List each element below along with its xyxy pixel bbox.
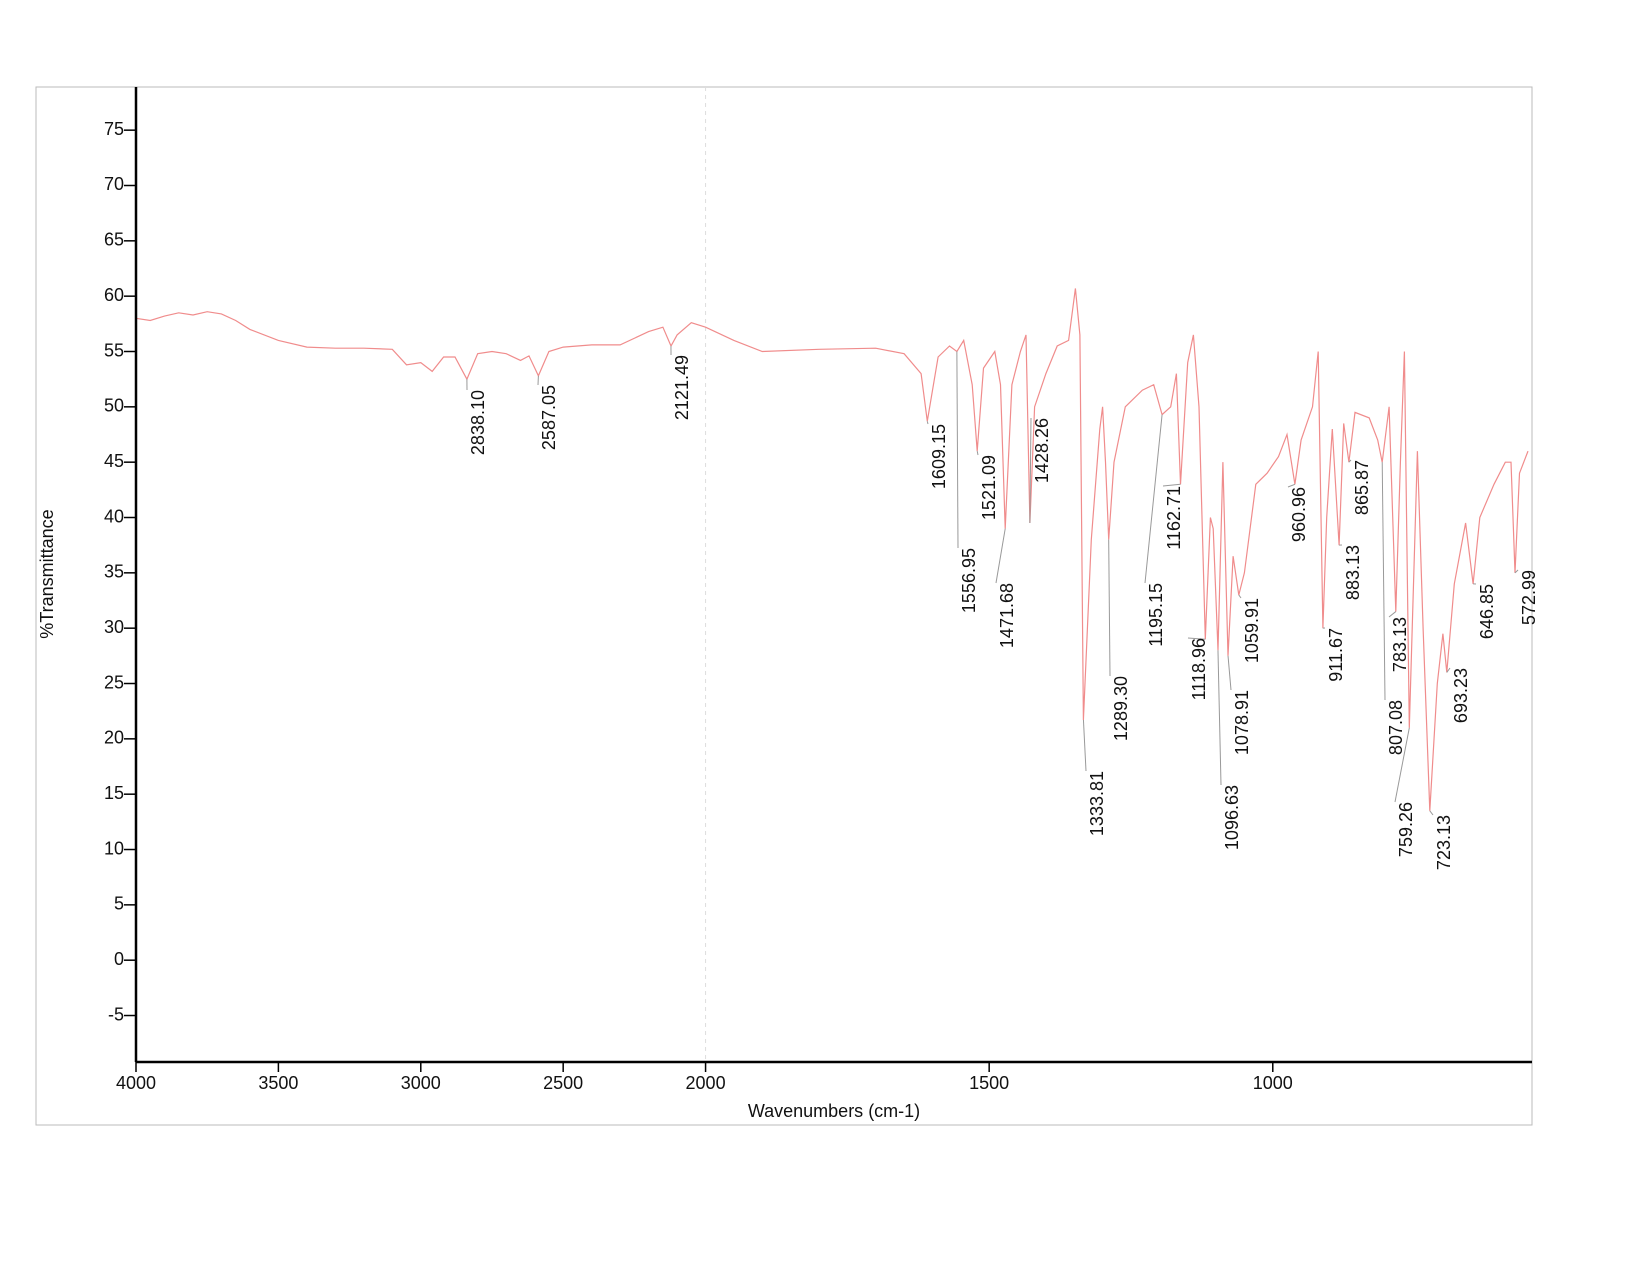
peak-label: 1556.95 xyxy=(959,548,979,613)
y-tick-label: 70 xyxy=(104,174,124,194)
peak-label: 723.13 xyxy=(1434,815,1454,870)
peak-leader xyxy=(1029,417,1032,524)
peak-label: 865.87 xyxy=(1352,460,1372,515)
peak-label: 1289.30 xyxy=(1111,676,1131,741)
peak-leader xyxy=(1394,727,1410,803)
peak-label: 1521.09 xyxy=(979,455,999,520)
x-tick-label: 3500 xyxy=(258,1073,298,1093)
y-tick-label: 40 xyxy=(104,506,124,526)
y-tick-label: 50 xyxy=(104,396,124,416)
y-tick-label: 5 xyxy=(114,894,124,914)
peak-label: 759.26 xyxy=(1396,802,1416,857)
x-tick-label: 3000 xyxy=(401,1073,441,1093)
x-tick-label: 2000 xyxy=(686,1073,726,1093)
peak-label: 2838.10 xyxy=(468,390,488,455)
peak-leader xyxy=(1348,459,1352,463)
y-tick-label: 0 xyxy=(114,949,124,969)
peak-leader xyxy=(1388,611,1397,618)
y-tick-label: 25 xyxy=(104,672,124,692)
peak-label: 2121.49 xyxy=(672,355,692,420)
peak-leader xyxy=(1217,650,1222,786)
peak-label: 1078.91 xyxy=(1232,690,1252,755)
peak-leader xyxy=(1514,569,1519,574)
peak-label: 1333.81 xyxy=(1087,771,1107,836)
peak-label: 1428.26 xyxy=(1032,418,1052,483)
peak-label: 783.13 xyxy=(1390,617,1410,672)
peak-label: 1162.71 xyxy=(1164,486,1184,550)
frame xyxy=(35,86,1533,1126)
y-tick-label: 60 xyxy=(104,285,124,305)
x-tick-label: 2500 xyxy=(543,1073,583,1093)
peak-leader xyxy=(1108,539,1111,677)
peak-leader xyxy=(1238,594,1242,599)
peak-leader xyxy=(1082,720,1087,772)
peak-leader xyxy=(1381,462,1386,701)
peak-label: 646.85 xyxy=(1477,584,1497,639)
peak-label: 1059.91 xyxy=(1242,598,1262,663)
peak-label: 693.23 xyxy=(1451,668,1471,723)
peak-leader xyxy=(1144,414,1163,584)
peak-leader xyxy=(1287,483,1296,488)
peak-leader xyxy=(995,528,1006,584)
peak-label: 960.96 xyxy=(1289,487,1309,542)
spectrum-line xyxy=(135,288,1529,811)
peak-leader xyxy=(1429,810,1434,816)
peak-leader xyxy=(926,421,929,425)
peak-label: 572.99 xyxy=(1519,570,1539,625)
x-tick-label: 1500 xyxy=(969,1073,1009,1093)
peak-label: 911.67 xyxy=(1326,628,1346,682)
peak-leader xyxy=(976,451,979,456)
x-tick-label: 4000 xyxy=(116,1073,156,1093)
peak-leader xyxy=(1227,655,1232,691)
y-tick-label: 30 xyxy=(104,617,124,637)
peak-leader xyxy=(1162,483,1181,487)
x-axis-title: Wavenumbers (cm-1) xyxy=(748,1101,920,1121)
y-tick-label: 75 xyxy=(104,119,124,139)
y-tick-label: 45 xyxy=(104,451,124,471)
peak-label: 1118.96 xyxy=(1189,638,1209,700)
y-tick-label: -5 xyxy=(108,1004,124,1024)
peak-label: 1471.68 xyxy=(997,583,1017,648)
peak-leader xyxy=(1187,637,1206,640)
peak-leader xyxy=(1446,667,1451,673)
y-axis-title: %Transmittance xyxy=(37,509,57,638)
y-tick-label: 35 xyxy=(104,562,124,582)
peak-leader xyxy=(956,351,959,549)
y-tick-label: 55 xyxy=(104,340,124,360)
y-tick-label: 20 xyxy=(104,728,124,748)
y-tick-label: 10 xyxy=(104,838,124,858)
peak-label: 2587.05 xyxy=(539,385,559,450)
peak-label: 883.13 xyxy=(1343,545,1363,600)
peak-label: 1609.15 xyxy=(929,424,949,489)
peak-label: 1195.15 xyxy=(1146,583,1166,647)
x-tick-label: 1000 xyxy=(1253,1073,1293,1093)
y-tick-label: 65 xyxy=(104,230,124,250)
peak-label: 807.08 xyxy=(1386,700,1406,755)
y-tick-label: 15 xyxy=(104,783,124,803)
peak-label: 1096.63 xyxy=(1222,785,1242,850)
